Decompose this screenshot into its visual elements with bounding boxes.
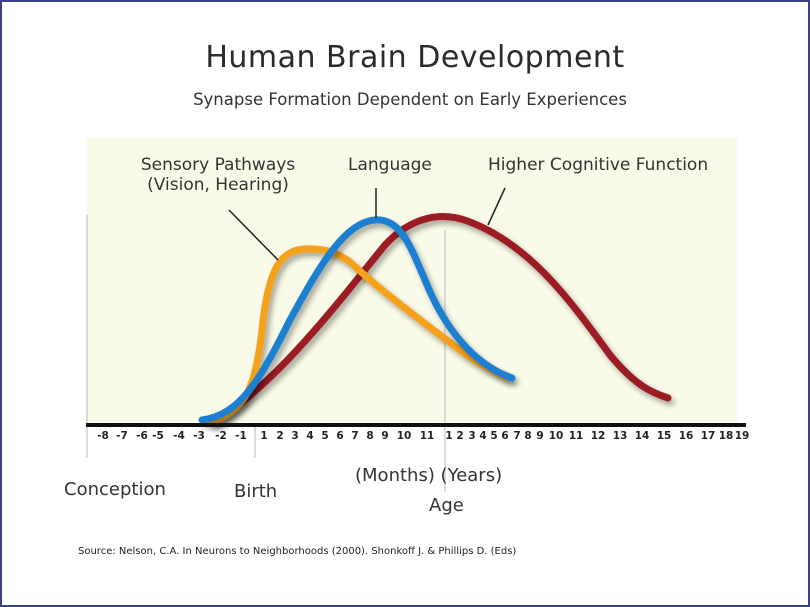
tick-month: 1: [260, 430, 268, 442]
birth-label: Birth: [234, 481, 278, 502]
tick-year: 7: [513, 430, 521, 442]
higher-leader-line: [487, 187, 506, 226]
tick-prenatal: -6: [136, 430, 148, 442]
tick-month: 3: [291, 430, 299, 442]
tick-year: 16: [678, 430, 694, 442]
tick-year: 10: [548, 430, 564, 442]
tick-year: 17: [700, 430, 716, 442]
tick-prenatal: -2: [215, 430, 227, 442]
tick-prenatal: -7: [116, 430, 128, 442]
source-citation: Source: Nelson, C.A. In Neurons to Neigh…: [78, 546, 517, 557]
chart-title: Human Brain Development: [205, 40, 625, 75]
tick-year: 1: [445, 430, 453, 442]
tick-year: 8: [524, 430, 532, 442]
tick-year: 19: [734, 430, 750, 442]
conception-label: Conception: [64, 479, 166, 500]
tick-year: 5: [490, 430, 498, 442]
tick-year: 14: [634, 430, 650, 442]
tick-year: 4: [479, 430, 487, 442]
tick-year: 13: [612, 430, 628, 442]
tick-prenatal: -5: [152, 430, 164, 442]
tick-prenatal: -1: [235, 430, 247, 442]
tick-month: 4: [306, 430, 314, 442]
tick-month: 6: [336, 430, 344, 442]
tick-year: 2: [456, 430, 464, 442]
sensory-pathways-curve: [206, 245, 512, 427]
tick-year: 18: [718, 430, 734, 442]
sensory-label: Sensory Pathways (Vision, Hearing): [118, 155, 318, 195]
language-label: Language: [348, 155, 432, 175]
tick-year: 11: [568, 430, 584, 442]
tick-month: 2: [276, 430, 284, 442]
tick-prenatal: -4: [173, 430, 185, 442]
tick-prenatal: -8: [97, 430, 109, 442]
sensory-label-line2: (Vision, Hearing): [147, 175, 289, 195]
sensory-leader-line: [228, 209, 279, 261]
tick-year: 12: [590, 430, 606, 442]
tick-year: 9: [536, 430, 544, 442]
tick-month: 5: [321, 430, 329, 442]
tick-year: 6: [501, 430, 509, 442]
tick-year: 3: [468, 430, 476, 442]
tick-year: 15: [656, 430, 672, 442]
months-years-label: (Months) (Years): [355, 465, 503, 486]
higher-cognitive-curve: [211, 213, 672, 426]
sensory-label-line1: Sensory Pathways: [140, 155, 296, 175]
tick-prenatal: -3: [193, 430, 205, 442]
tick-month: 10: [396, 430, 412, 442]
age-axis-label: Age: [429, 495, 464, 516]
tick-month: 7: [351, 430, 359, 442]
language-curve: [198, 216, 516, 424]
chart-subtitle: Synapse Formation Dependent on Early Exp…: [193, 90, 627, 109]
tick-month: 8: [366, 430, 374, 442]
tick-month: 11: [419, 430, 435, 442]
tick-month: 9: [381, 430, 389, 442]
higher-cognitive-label: Higher Cognitive Function: [488, 155, 709, 175]
